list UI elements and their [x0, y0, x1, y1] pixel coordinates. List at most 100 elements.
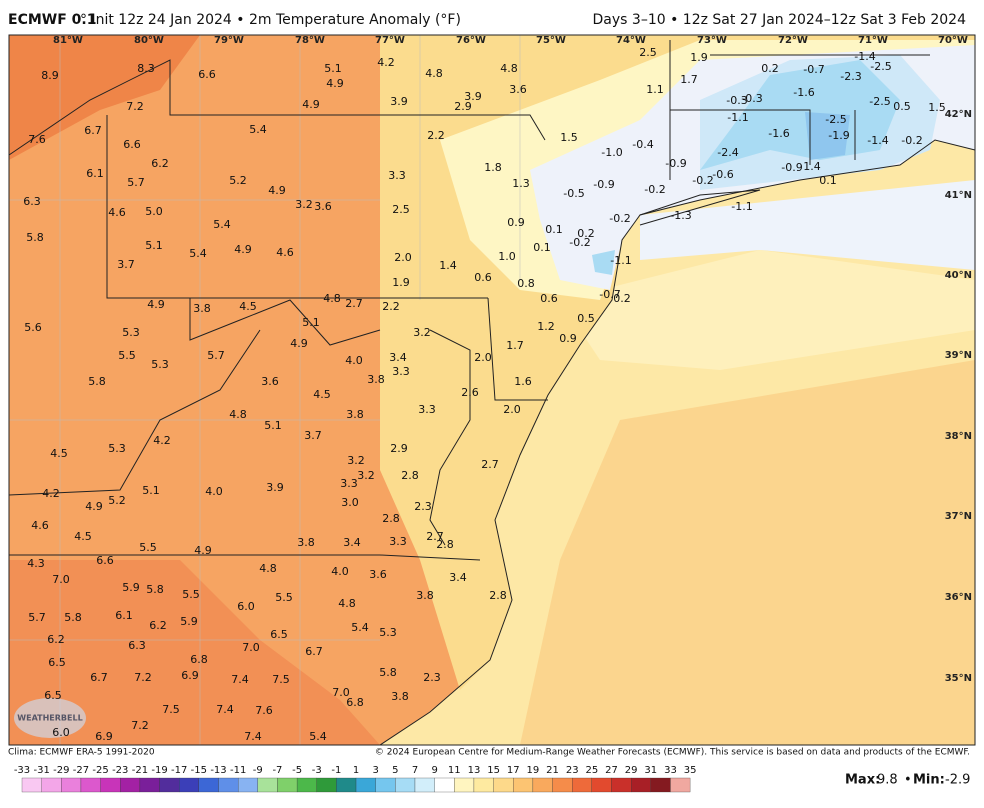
- anomaly-value: 5.5: [118, 349, 136, 362]
- anomaly-value: 0.6: [540, 292, 558, 305]
- anomaly-value: 5.6: [24, 321, 42, 334]
- lon-label: 70°W: [938, 35, 968, 46]
- anomaly-value: 3.3: [340, 477, 358, 490]
- anomaly-value: 1.6: [514, 375, 532, 388]
- colorbar-cell: [434, 777, 455, 793]
- anomaly-value: 4.0: [331, 565, 349, 578]
- anomaly-value: 4.9: [268, 184, 286, 197]
- ocean-cold: [640, 180, 975, 270]
- colorbar-cell: [473, 777, 494, 793]
- anomaly-value: 6.5: [44, 689, 62, 702]
- anomaly-value: 5.1: [324, 62, 342, 75]
- title: ECMWF 0.1: [8, 12, 96, 28]
- anomaly-value: 0.9: [507, 216, 525, 229]
- anomaly-value: 3.6: [261, 375, 279, 388]
- anomaly-value: 5.0: [145, 205, 163, 218]
- colorbar-tick-label: 1: [353, 765, 359, 776]
- anomaly-value: 2.8: [401, 469, 419, 482]
- colorbar-cell: [41, 777, 62, 793]
- anomaly-value: -2.4: [717, 146, 738, 159]
- anomaly-value: 5.2: [229, 174, 247, 187]
- anomaly-value: 4.6: [276, 246, 294, 259]
- colorbar-cell: [552, 777, 573, 793]
- land-coldest: [805, 112, 850, 160]
- anomaly-value: 6.5: [48, 656, 66, 669]
- anomaly-value: 2.8: [489, 589, 507, 602]
- anomaly-value: 6.6: [198, 68, 216, 81]
- anomaly-value: 1.4: [803, 160, 821, 173]
- colorbar-cell: [650, 777, 671, 793]
- colorbar-tick-label: -23: [112, 765, 128, 776]
- anomaly-value: 4.5: [74, 530, 92, 543]
- anomaly-value: 3.4: [389, 351, 407, 364]
- colorbar-cell: [179, 777, 199, 793]
- colorbar-cell: [21, 777, 42, 793]
- colorbar-cell: [100, 777, 121, 793]
- anomaly-value: 4.0: [345, 354, 363, 367]
- anomaly-value: 5.4: [249, 123, 267, 136]
- max-value: 9.8: [877, 773, 898, 788]
- lat-label: 38°N: [945, 431, 972, 442]
- anomaly-value: -0.2: [901, 134, 922, 147]
- anomaly-value: 3.9: [266, 481, 284, 494]
- lon-label: 80°W: [134, 35, 164, 46]
- anomaly-value: 1.3: [512, 177, 530, 190]
- anomaly-value: 5.3: [151, 358, 169, 371]
- anomaly-value: 5.9: [122, 581, 140, 594]
- anomaly-value: -1.4: [854, 50, 875, 63]
- anomaly-value: 3.3: [388, 169, 406, 182]
- anomaly-value: 4.9: [85, 500, 103, 513]
- colorbar-tick-label: -13: [210, 765, 226, 776]
- anomaly-value: 1.7: [506, 339, 524, 352]
- lat-label: 39°N: [945, 350, 972, 361]
- anomaly-value: 3.6: [369, 568, 387, 581]
- anomaly-value: 7.5: [272, 673, 290, 686]
- colorbar-tick-label: 11: [448, 765, 461, 776]
- anomaly-value: 0.2: [613, 292, 631, 305]
- anomaly-value: 3.8: [346, 408, 364, 421]
- colorbar-cell: [237, 777, 258, 793]
- colorbar-tick-label: 23: [566, 765, 579, 776]
- colorbar-tick-label: -5: [292, 765, 302, 776]
- min-label: Min:: [913, 773, 945, 788]
- anomaly-value: -2.5: [870, 60, 891, 73]
- anomaly-value: 7.2: [131, 719, 149, 732]
- colorbar-cell: [611, 777, 632, 793]
- anomaly-value: 2.7: [345, 297, 363, 310]
- colorbar-tick-label: 5: [392, 765, 398, 776]
- colorbar-tick-label: -15: [191, 765, 207, 776]
- anomaly-value: -0.2: [609, 212, 630, 225]
- anomaly-value: 7.4: [216, 703, 234, 716]
- colorbar-tick-label: 15: [487, 765, 500, 776]
- anomaly-value: 5.3: [379, 626, 397, 639]
- anomaly-value: -1.0: [601, 146, 622, 159]
- anomaly-value: 1.5: [928, 101, 946, 114]
- anomaly-value: 2.0: [394, 251, 412, 264]
- anomaly-value: 6.2: [151, 157, 169, 170]
- anomaly-value: 3.0: [341, 496, 359, 509]
- colorbar-tick-label: 17: [507, 765, 520, 776]
- lon-label: 73°W: [697, 35, 727, 46]
- map: WEATHERBELL: [8, 34, 976, 746]
- max-label: Max:: [845, 773, 880, 788]
- colorbar-tick-label: 9: [431, 765, 437, 776]
- anomaly-value: 4.2: [42, 487, 60, 500]
- colorbar-cell: [159, 777, 180, 793]
- colorbar-tick-label: -29: [53, 765, 69, 776]
- anomaly-value: 3.8: [297, 536, 315, 549]
- anomaly-value: 5.4: [351, 621, 369, 634]
- anomaly-value: 4.8: [425, 67, 443, 80]
- anomaly-value: 5.4: [309, 730, 327, 743]
- anomaly-value: 7.0: [332, 686, 350, 699]
- lat-label: 40°N: [945, 270, 972, 281]
- anomaly-value: 7.5: [162, 703, 180, 716]
- colorbar-tick-label: 27: [605, 765, 618, 776]
- anomaly-value: 6.5: [270, 628, 288, 641]
- anomaly-value: 3.2: [413, 326, 431, 339]
- colorbar-cell: [670, 777, 691, 793]
- colorbar-cell: [513, 777, 534, 793]
- anomaly-value: 2.7: [481, 458, 499, 471]
- anomaly-value: -1.4: [867, 134, 888, 147]
- logo: WEATHERBELL: [17, 714, 82, 723]
- colorbar-cell: [139, 777, 160, 793]
